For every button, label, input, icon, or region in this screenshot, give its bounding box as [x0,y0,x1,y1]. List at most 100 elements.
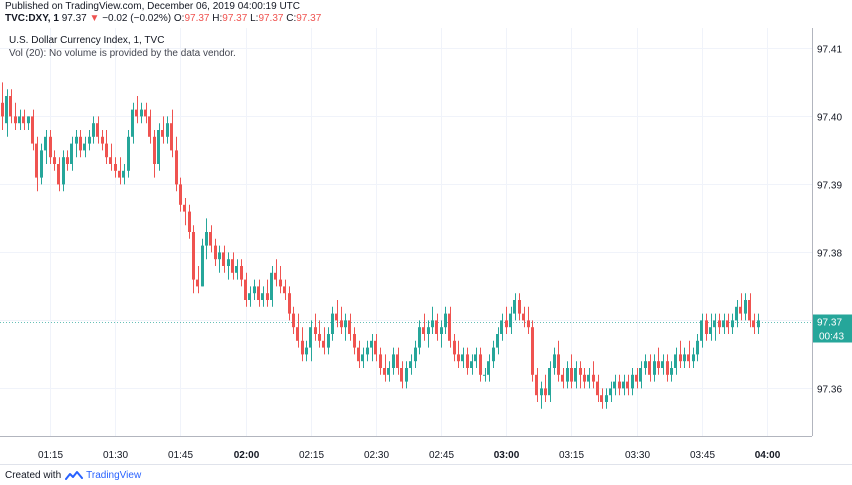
candle-body [14,116,17,124]
last-price-label: 97.37 [817,318,842,329]
candle-body [440,327,443,334]
candle-body [270,272,273,300]
candle-body [253,286,256,294]
candle-body [479,354,482,375]
x-tick-label: 04:00 [755,450,781,461]
candle-body [726,320,729,328]
candle-body [414,347,417,362]
candle-body [188,211,191,232]
candle-body [444,313,447,328]
candle-body [170,123,173,151]
candle-body [518,300,521,314]
x-tick-label: 01:45 [168,450,193,461]
ticker-line: TVC:DXY, 1 97.37 ▼ −0.02 (−0.02%) O:97.3… [5,13,321,24]
candle-body [114,164,117,171]
candle-body [461,354,464,362]
candle-body [235,266,238,273]
candle-body [127,136,130,171]
candle-body [153,136,156,164]
candle-body [309,327,312,348]
candle-body [531,327,534,375]
candle-body [583,374,586,382]
candle-body [140,109,143,117]
candle-body [340,320,343,328]
change-arrow-icon: ▼ [89,13,100,24]
candle-body [214,245,217,260]
tradingview-logo[interactable]: TradingView [65,470,141,481]
candle-body [353,334,356,348]
candle-body [609,388,612,396]
candle-body [83,143,86,151]
y-tick-label: 97.38 [817,249,842,260]
high-label: H: [212,13,223,24]
candle-body [405,368,408,382]
candle-body [348,320,351,334]
candle-body [635,374,638,382]
candle-body [70,143,73,164]
candle-body [266,293,269,300]
candle-body [709,327,712,334]
y-tick-label: 97.39 [817,181,842,192]
chart-header: Published on TradingView.com, December 0… [0,0,852,28]
candle-body [53,157,56,164]
candle-body [648,361,651,375]
candle-body [692,354,695,362]
tradingview-logo-icon [65,471,84,480]
y-tick-label: 97.36 [817,385,842,396]
close-label: C: [286,13,297,24]
volume-note: Vol (20): No volume is provided by the d… [9,48,236,59]
candle-body [696,340,699,355]
candle-body [679,354,682,362]
x-tick-label: 02:15 [299,450,324,461]
candle-body [535,374,538,396]
candle-body [513,300,516,314]
candle-body [183,204,186,212]
candle-body [661,361,664,368]
candle-body [618,381,621,389]
candle-body [600,395,603,402]
candle-body [431,320,434,328]
candle-body [487,361,490,375]
candle-body [1,102,4,117]
candle-body [752,320,755,328]
candle-body [700,320,703,341]
candle-body [396,354,399,368]
candle-body [631,374,634,389]
candle-body [500,320,503,334]
candle-body [653,361,656,375]
candle-body [409,361,412,368]
candle-body [418,327,421,348]
candle-body [574,368,577,382]
candle-body [222,252,225,266]
candle-body [148,116,151,137]
candle-body [192,232,195,280]
candle-body [101,136,104,144]
candle-body [505,320,508,328]
candle-body [722,320,725,328]
candle-body [257,286,260,300]
chart-area[interactable]: 97.41 97.40 97.39 97.38 97.37 97.36 01:15 01:30… [0,28,852,464]
candle-body [248,293,251,300]
candle-body [157,130,160,164]
candlestick-chart[interactable]: 97.41 97.40 97.39 97.38 97.37 97.36 01:15 01:30… [0,28,852,464]
candle-body [383,368,386,375]
candle-body [370,340,373,348]
candle-body [613,381,616,389]
candle-body [674,354,677,368]
candle-body [687,354,690,362]
candle-body [305,347,308,355]
candle-body [301,340,304,355]
symbol-label[interactable]: TVC:DXY, 1 [5,13,59,24]
candle-body [626,381,629,389]
candle-body [592,374,595,382]
candle-body [327,334,330,348]
candle-body [739,306,742,314]
candle-body [557,354,560,375]
candle-body [713,320,716,328]
candle-body [718,320,721,328]
candle-body [566,368,569,382]
low-label: L: [250,13,259,24]
candle-body [427,327,430,334]
candle-body [387,368,390,375]
candle-body [5,96,8,124]
